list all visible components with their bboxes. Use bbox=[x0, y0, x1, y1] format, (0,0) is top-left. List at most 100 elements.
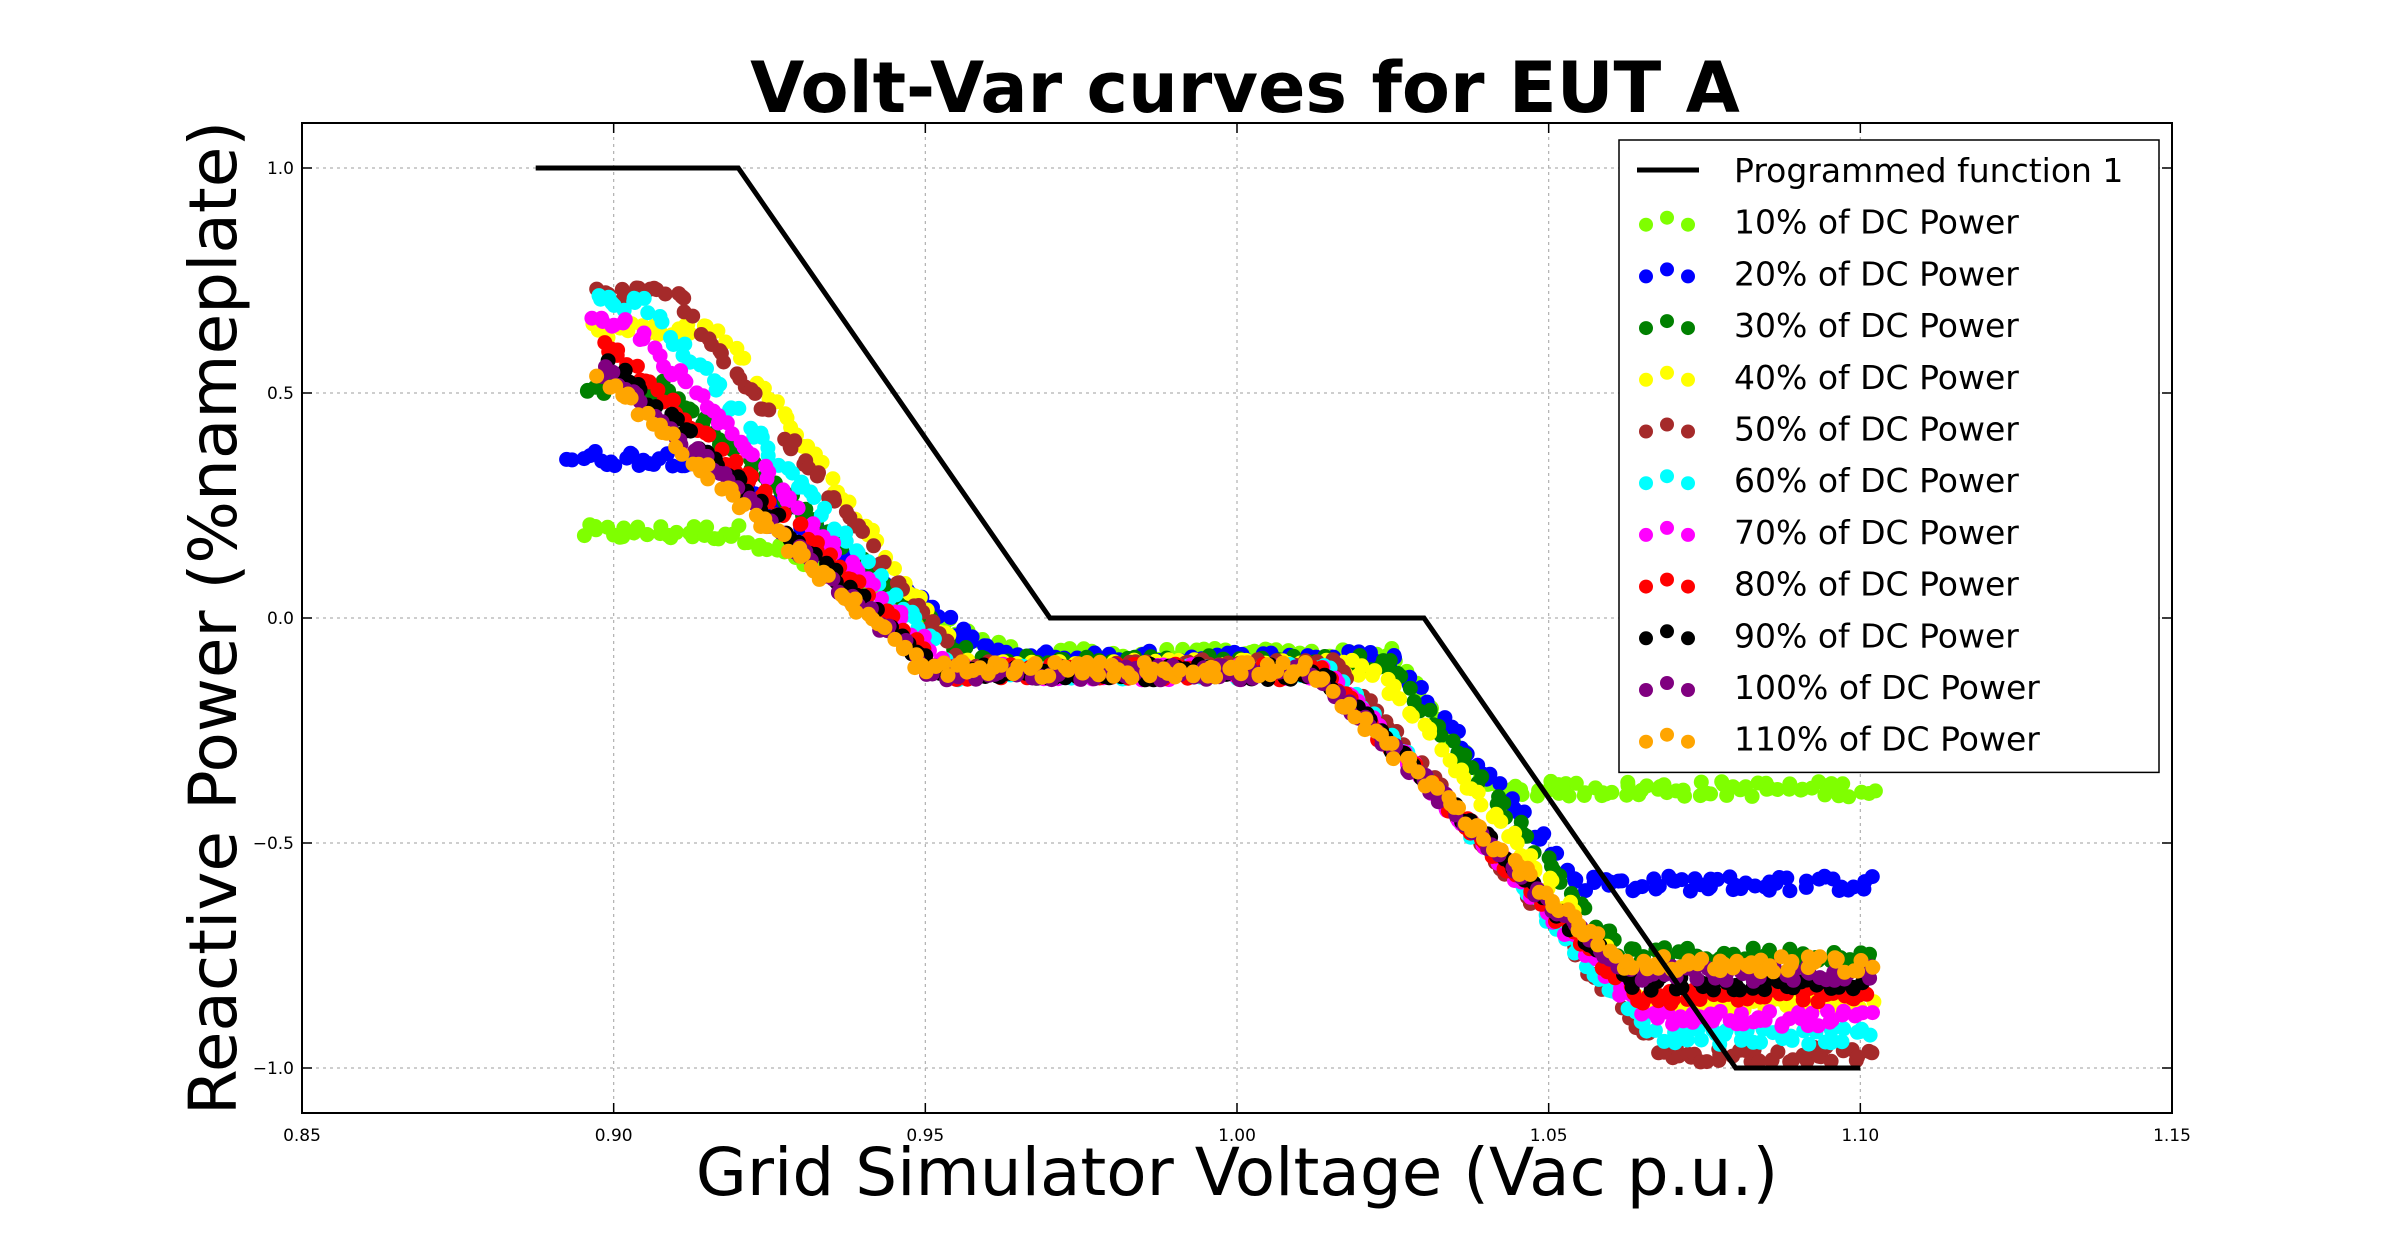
data-point bbox=[1185, 668, 1201, 684]
legend-label: 110% of DC Power bbox=[1734, 720, 2040, 759]
legend-marker bbox=[1681, 372, 1695, 387]
data-point bbox=[876, 554, 892, 570]
data-point bbox=[838, 533, 854, 549]
data-point bbox=[761, 402, 777, 418]
data-point bbox=[1770, 782, 1785, 797]
legend-marker bbox=[1681, 476, 1695, 491]
data-point bbox=[895, 641, 911, 657]
legend-label: 80% of DC Power bbox=[1734, 565, 2019, 604]
x-tick-label: 1.05 bbox=[1530, 1126, 1568, 1146]
data-point bbox=[1784, 954, 1800, 969]
data-point bbox=[610, 342, 626, 358]
data-point bbox=[860, 554, 876, 570]
data-point bbox=[1717, 1027, 1733, 1042]
data-point bbox=[1472, 819, 1488, 835]
data-point bbox=[1829, 951, 1845, 967]
data-point bbox=[760, 440, 776, 456]
data-point bbox=[1522, 867, 1538, 882]
data-point bbox=[747, 497, 763, 512]
x-tick-label: 1.10 bbox=[1841, 1126, 1879, 1146]
legend-marker bbox=[1681, 321, 1695, 336]
legend-label: 10% of DC Power bbox=[1734, 203, 2019, 242]
data-point bbox=[1804, 1005, 1820, 1021]
data-point bbox=[1765, 964, 1781, 980]
data-point bbox=[639, 527, 655, 543]
data-point bbox=[1507, 825, 1523, 841]
data-point bbox=[1693, 774, 1709, 790]
data-point bbox=[820, 567, 836, 583]
data-point bbox=[1690, 956, 1706, 972]
data-point bbox=[1699, 1054, 1715, 1070]
legend-marker bbox=[1681, 424, 1695, 439]
data-point bbox=[1297, 655, 1313, 670]
data-point bbox=[1620, 778, 1636, 794]
y-axis-label: Reactive Power (%nameplate) bbox=[175, 121, 252, 1115]
data-point bbox=[676, 290, 692, 306]
data-point bbox=[650, 382, 666, 398]
data-point bbox=[1586, 875, 1602, 890]
data-point bbox=[770, 523, 786, 539]
data-point bbox=[1075, 665, 1091, 681]
data-point bbox=[695, 388, 711, 404]
legend-marker bbox=[1660, 210, 1674, 225]
data-point bbox=[838, 504, 854, 520]
data-point bbox=[1782, 776, 1798, 792]
legend-marker bbox=[1681, 683, 1695, 697]
data-point bbox=[1859, 986, 1875, 1002]
data-point bbox=[605, 364, 621, 380]
legend-label: Programmed function 1 bbox=[1734, 151, 2123, 190]
data-point bbox=[1689, 971, 1705, 987]
data-point bbox=[1536, 826, 1552, 842]
programmed-function-path bbox=[535, 165, 1861, 1071]
data-point bbox=[1699, 785, 1715, 801]
legend-marker bbox=[1639, 321, 1653, 336]
data-point bbox=[1801, 1036, 1817, 1052]
data-point bbox=[657, 286, 673, 302]
data-point bbox=[636, 290, 652, 306]
data-point bbox=[936, 655, 952, 671]
legend-label: 20% of DC Power bbox=[1734, 254, 2019, 293]
x-tick-label: 0.90 bbox=[595, 1126, 633, 1146]
data-point bbox=[1410, 764, 1426, 780]
data-point bbox=[1864, 1045, 1880, 1061]
data-point bbox=[699, 519, 715, 535]
x-tick-label: 0.95 bbox=[906, 1126, 944, 1146]
data-point bbox=[1783, 1030, 1799, 1045]
data-point bbox=[1446, 799, 1462, 815]
legend-marker bbox=[1681, 527, 1695, 542]
data-point bbox=[1779, 870, 1795, 886]
data-point bbox=[1354, 658, 1370, 674]
legend-marker bbox=[1639, 217, 1653, 232]
x-tick-label: 0.85 bbox=[283, 1126, 321, 1146]
data-point bbox=[1488, 806, 1504, 822]
data-point bbox=[1092, 654, 1108, 670]
chart-title: Volt-Var curves for EUT A bbox=[750, 47, 1740, 129]
data-point bbox=[1865, 959, 1881, 975]
data-point bbox=[623, 390, 639, 406]
data-point bbox=[980, 666, 996, 682]
legend-marker bbox=[1639, 631, 1653, 646]
data-point bbox=[1233, 666, 1249, 682]
data-point bbox=[635, 331, 651, 347]
data-point bbox=[1491, 789, 1507, 805]
data-point bbox=[1834, 1034, 1850, 1050]
data-point bbox=[1492, 776, 1508, 792]
data-point bbox=[1402, 680, 1418, 696]
y-tick-label: 1.0 bbox=[267, 159, 294, 179]
programmed-function-line bbox=[535, 165, 1861, 1071]
data-point bbox=[1745, 940, 1761, 956]
legend-marker bbox=[1681, 631, 1695, 646]
legend-label: 60% of DC Power bbox=[1734, 461, 2019, 500]
legend-marker bbox=[1681, 734, 1695, 749]
data-point bbox=[1732, 982, 1748, 998]
data-point bbox=[1474, 769, 1490, 785]
data-point bbox=[589, 368, 605, 384]
data-point bbox=[700, 457, 716, 473]
legend-label: 90% of DC Power bbox=[1734, 616, 2019, 655]
data-point bbox=[1867, 783, 1883, 799]
data-point bbox=[1434, 742, 1450, 758]
data-point bbox=[848, 604, 864, 620]
legend-marker bbox=[1681, 579, 1695, 594]
data-point bbox=[1793, 782, 1809, 798]
legend-label: 100% of DC Power bbox=[1734, 668, 2040, 707]
